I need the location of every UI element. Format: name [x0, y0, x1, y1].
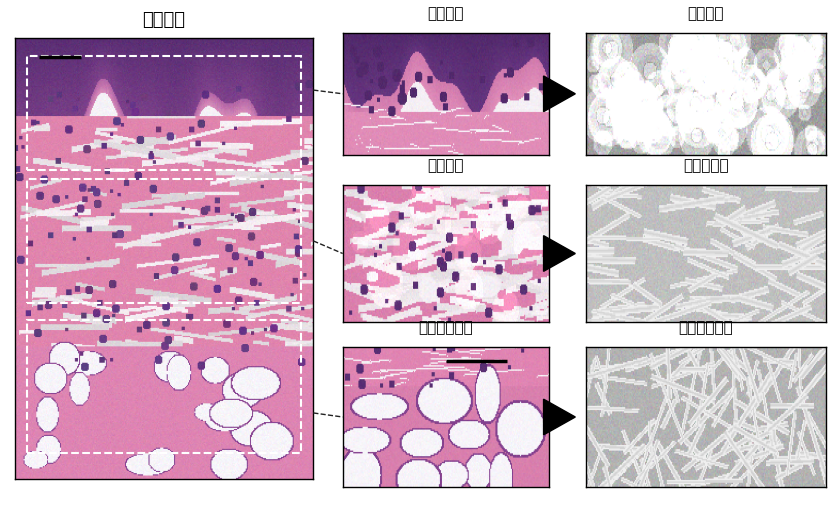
Text: 真皮組織: 真皮組織: [427, 158, 464, 173]
Text: 皮膚組織: 皮膚組織: [142, 11, 186, 29]
Text: 脂肪間質細胞: 脂肪間質細胞: [678, 320, 733, 336]
Bar: [27, 320, 302, 453]
Text: 皮下脂肪組織: 皮下脂肪組織: [417, 320, 473, 336]
Polygon shape: [543, 399, 575, 435]
Text: 線維芽細胞: 線維芽細胞: [683, 158, 728, 173]
Text: 表皮組織: 表皮組織: [427, 6, 464, 21]
Polygon shape: [543, 76, 575, 112]
Bar: [27, 56, 302, 170]
Polygon shape: [543, 236, 575, 271]
Text: 表皮細胞: 表皮細胞: [687, 6, 724, 21]
Bar: [27, 179, 302, 303]
